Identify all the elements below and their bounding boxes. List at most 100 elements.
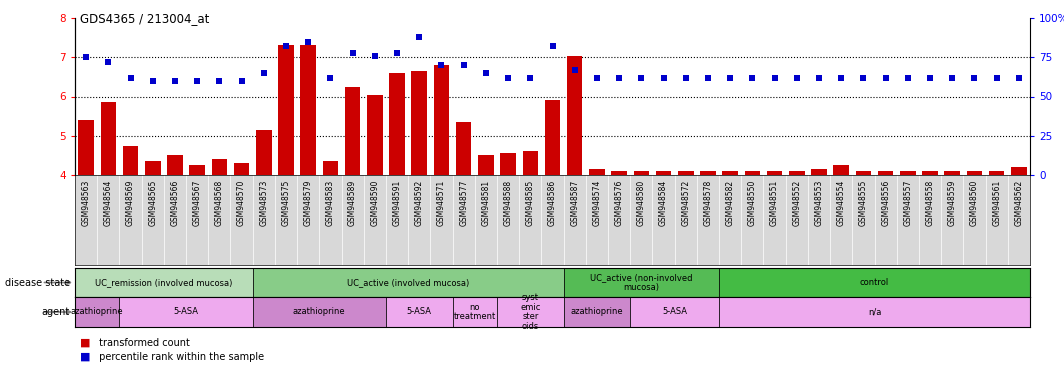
Text: GSM948590: GSM948590 — [370, 179, 380, 226]
Text: n/a: n/a — [868, 308, 881, 316]
Text: GSM948588: GSM948588 — [503, 179, 513, 226]
Bar — [145, 161, 161, 175]
Bar — [452, 297, 497, 327]
Text: ■: ■ — [80, 338, 90, 348]
Text: GSM948573: GSM948573 — [260, 179, 268, 226]
Point — [100, 59, 117, 65]
Bar — [719, 297, 1030, 327]
Point — [566, 67, 583, 73]
Text: GSM948561: GSM948561 — [993, 179, 1001, 226]
Point — [766, 74, 783, 81]
Bar — [252, 268, 564, 297]
Text: GSM948550: GSM948550 — [748, 179, 757, 226]
Point — [699, 74, 716, 81]
Text: GSM948583: GSM948583 — [326, 179, 335, 226]
Text: azathioprine: azathioprine — [293, 308, 346, 316]
Bar — [74, 297, 119, 327]
Text: control: control — [860, 278, 890, 287]
Text: percentile rank within the sample: percentile rank within the sample — [96, 352, 264, 362]
Point — [500, 74, 517, 81]
Bar — [678, 171, 694, 175]
Text: 5-ASA: 5-ASA — [662, 308, 687, 316]
Bar — [833, 165, 849, 175]
Bar — [945, 171, 960, 175]
Bar — [167, 156, 183, 175]
Text: GSM948551: GSM948551 — [770, 179, 779, 226]
Bar — [878, 171, 894, 175]
Point — [899, 74, 916, 81]
Bar — [630, 297, 719, 327]
Point — [300, 38, 317, 45]
Text: GSM948555: GSM948555 — [859, 179, 868, 226]
Point — [211, 78, 228, 84]
Text: GSM948587: GSM948587 — [570, 179, 579, 226]
Text: GSM948569: GSM948569 — [126, 179, 135, 226]
Bar — [655, 171, 671, 175]
Point — [678, 74, 695, 81]
Text: GSM948564: GSM948564 — [104, 179, 113, 226]
Bar — [386, 297, 452, 327]
Point — [322, 74, 339, 81]
Text: GSM948574: GSM948574 — [593, 179, 601, 226]
Point — [233, 78, 250, 84]
Bar — [412, 71, 427, 175]
Bar — [100, 103, 116, 175]
Point — [833, 74, 850, 81]
Bar — [497, 297, 564, 327]
Point — [611, 74, 628, 81]
Point — [145, 78, 162, 84]
Point — [478, 70, 495, 76]
Bar — [988, 171, 1004, 175]
Point — [278, 43, 295, 49]
Text: GDS4365 / 213004_at: GDS4365 / 213004_at — [80, 12, 210, 25]
Text: agent: agent — [41, 307, 70, 317]
Bar — [789, 171, 804, 175]
Text: GSM948580: GSM948580 — [637, 179, 646, 226]
Text: GSM948560: GSM948560 — [970, 179, 979, 226]
Bar — [278, 45, 294, 175]
Point — [988, 74, 1005, 81]
Text: GSM948559: GSM948559 — [948, 179, 957, 226]
Point — [744, 74, 761, 81]
Bar — [122, 146, 138, 175]
Point — [966, 74, 983, 81]
Bar — [478, 156, 494, 175]
Text: GSM948562: GSM948562 — [1014, 179, 1024, 226]
Point — [344, 50, 361, 56]
Text: GSM948591: GSM948591 — [393, 179, 401, 226]
Point — [166, 78, 183, 84]
Bar — [589, 169, 604, 175]
Text: GSM948589: GSM948589 — [348, 179, 358, 226]
Text: GSM948563: GSM948563 — [82, 179, 90, 226]
Bar — [722, 171, 738, 175]
Text: GSM948575: GSM948575 — [282, 179, 290, 226]
Bar — [322, 161, 338, 175]
Text: no
treatment: no treatment — [453, 303, 496, 321]
Text: GSM948581: GSM948581 — [481, 179, 491, 226]
Bar — [389, 73, 404, 175]
Text: transformed count: transformed count — [96, 338, 189, 348]
Bar — [767, 171, 782, 175]
Text: GSM948570: GSM948570 — [237, 179, 246, 226]
Bar — [922, 171, 937, 175]
Bar — [1011, 167, 1027, 175]
Text: 5-ASA: 5-ASA — [173, 308, 199, 316]
Text: GSM948578: GSM948578 — [703, 179, 713, 226]
Bar — [700, 171, 716, 175]
Bar — [500, 154, 516, 175]
Text: GSM948554: GSM948554 — [836, 179, 846, 226]
Bar — [967, 171, 982, 175]
Bar — [522, 151, 538, 175]
Bar — [234, 163, 249, 175]
Point — [188, 78, 205, 84]
Point — [721, 74, 738, 81]
Text: GSM948582: GSM948582 — [726, 179, 734, 226]
Bar — [367, 94, 383, 175]
Point — [1011, 74, 1028, 81]
Point — [633, 74, 650, 81]
Text: GSM948565: GSM948565 — [148, 179, 157, 226]
Bar — [434, 65, 449, 175]
Bar — [612, 171, 627, 175]
Bar — [189, 165, 205, 175]
Bar — [564, 297, 630, 327]
